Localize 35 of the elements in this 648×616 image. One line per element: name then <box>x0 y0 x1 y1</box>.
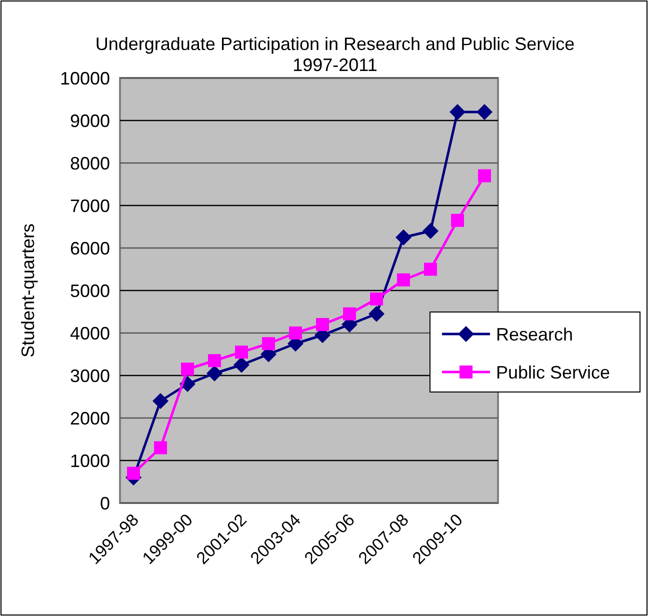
y-axis-title: Student-quarters <box>18 223 38 358</box>
point <box>262 337 275 350</box>
point <box>152 393 168 409</box>
point <box>127 466 140 480</box>
legend-label: Public Service <box>496 362 610 382</box>
point <box>424 262 437 276</box>
point <box>206 365 222 382</box>
point <box>397 273 410 286</box>
point <box>154 441 167 454</box>
y-tick-label: 1000 <box>70 450 110 471</box>
point <box>181 362 194 376</box>
point <box>343 307 356 320</box>
point <box>450 104 466 120</box>
point <box>316 318 329 331</box>
y-tick-label: 2000 <box>70 408 110 428</box>
point <box>451 214 464 227</box>
point <box>235 346 248 359</box>
point <box>368 306 384 322</box>
point <box>422 223 438 239</box>
point <box>370 292 383 306</box>
y-tick-label: 7000 <box>70 196 110 216</box>
y-tick-label: 4000 <box>70 323 110 344</box>
point <box>396 229 412 246</box>
point <box>478 169 491 182</box>
y-tick-label: 8000 <box>70 153 110 174</box>
y-tick-label: 5000 <box>70 280 110 301</box>
y-tick-label: 0 <box>100 493 110 514</box>
y-tick-label: 6000 <box>70 238 110 258</box>
y-tick-label: 3000 <box>70 366 110 386</box>
y-tick-label: 9000 <box>70 110 110 131</box>
point <box>476 104 492 120</box>
point <box>289 326 302 340</box>
point <box>234 356 250 373</box>
legend-label: Research <box>496 324 574 344</box>
point <box>208 354 221 368</box>
